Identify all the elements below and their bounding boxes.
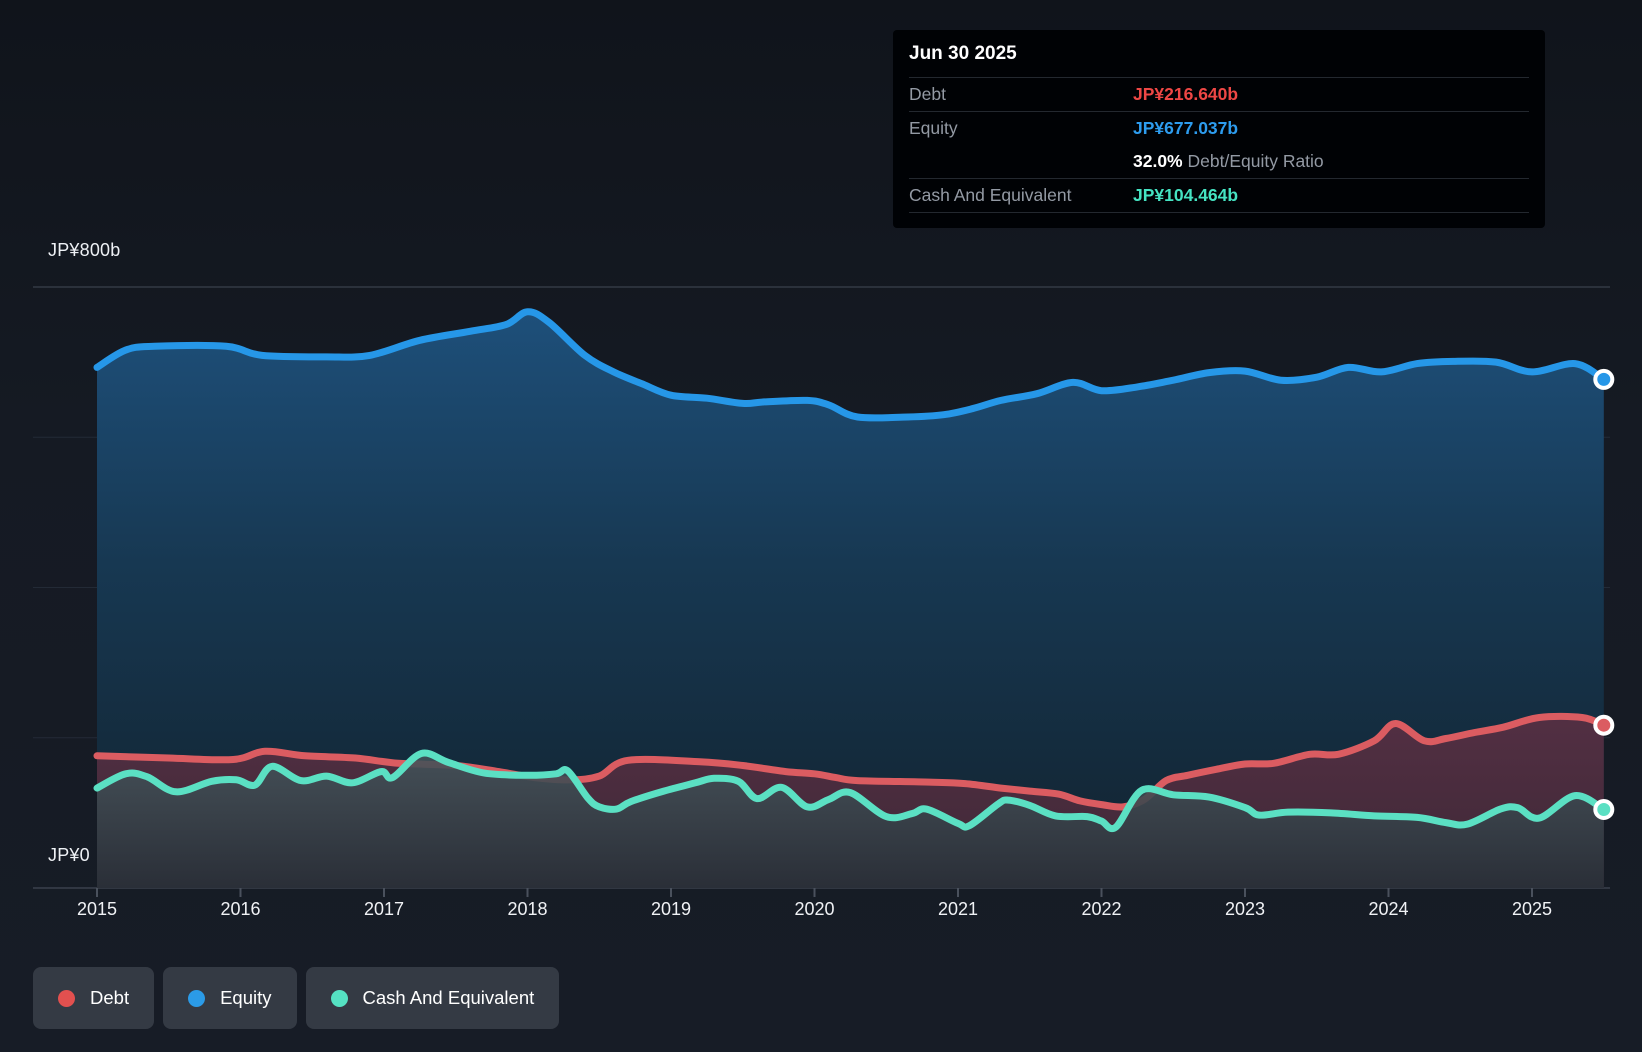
tooltip-debt-value: JP¥216.640b: [1133, 84, 1239, 104]
x-tick-label-2021: 2021: [937, 899, 979, 919]
tooltip-row-ratio: 32.0% Debt/Equity Ratio: [909, 145, 1529, 179]
chart-legend: Debt Equity Cash And Equivalent: [33, 967, 560, 1029]
equity-area: [97, 311, 1604, 888]
x-tick-label-2020: 2020: [794, 899, 835, 919]
x-tick-label-2018: 2018: [507, 899, 548, 919]
tooltip-cash-label: Cash And Equivalent: [909, 185, 1072, 205]
cash-and-equivalent-area: [97, 753, 1604, 888]
chart-series: [93, 308, 1608, 888]
x-tick-label-2016: 2016: [220, 899, 261, 919]
tooltip-equity-label: Equity: [909, 118, 958, 138]
cash-and-equivalent-line: [93, 749, 1608, 833]
legend-item-debt[interactable]: Debt: [33, 967, 155, 1029]
tooltip-date: Jun 30 2025: [909, 30, 1529, 78]
legend-item-equity[interactable]: Equity: [163, 967, 297, 1029]
tooltip-debt-label: Debt: [909, 84, 946, 104]
debt-legend-dot-icon: [58, 989, 75, 1007]
tooltip-ratio: 32.0% Debt/Equity Ratio: [1133, 151, 1324, 172]
tooltip-ratio-label: Debt/Equity Ratio: [1182, 151, 1324, 171]
equity-line: [93, 308, 1608, 422]
legend-label-equity: Equity: [220, 987, 272, 1008]
debt-end-marker: [1593, 714, 1615, 736]
x-tick-label-2015: 2015: [76, 899, 118, 919]
series-end-markers: [1593, 368, 1615, 820]
x-tick-label-2025: 2025: [1511, 899, 1553, 919]
x-tick-label-2022: 2022: [1081, 899, 1122, 919]
legend-item-cash[interactable]: Cash And Equivalent: [305, 967, 560, 1029]
tooltip-cash-value: JP¥104.464b: [1133, 185, 1239, 205]
x-tick-label-2019: 2019: [650, 899, 692, 919]
legend-label-cash: Cash And Equivalent: [362, 987, 535, 1008]
tooltip-row-equity: Equity JP¥677.037b: [909, 112, 1529, 145]
chart-tooltip: Jun 30 2025 Debt JP¥216.640b Equity JP¥6…: [893, 30, 1545, 228]
x-axis: [96, 888, 1533, 897]
equity-legend-dot-icon: [188, 989, 206, 1007]
cash-and-equivalent-end-marker: [1593, 799, 1615, 820]
y-axis-label-zero: JP¥0: [48, 845, 90, 865]
x-tick-label-2017: 2017: [363, 899, 405, 919]
tooltip-ratio-value: 32.0%: [1133, 151, 1183, 171]
x-tick-label-2023: 2023: [1224, 899, 1266, 919]
equity-end-marker: [1593, 368, 1615, 390]
tooltip-row-cash: Cash And Equivalent JP¥104.464b: [909, 179, 1529, 213]
x-tick-label-2024: 2024: [1368, 899, 1409, 919]
y-axis-label-800b: JP¥800b: [48, 240, 121, 260]
cash-legend-dot-icon: [330, 989, 348, 1007]
tooltip-row-debt: Debt JP¥216.640b: [909, 78, 1529, 112]
tooltip-equity-value: JP¥677.037b: [1133, 118, 1239, 138]
legend-label-debt: Debt: [90, 987, 130, 1008]
